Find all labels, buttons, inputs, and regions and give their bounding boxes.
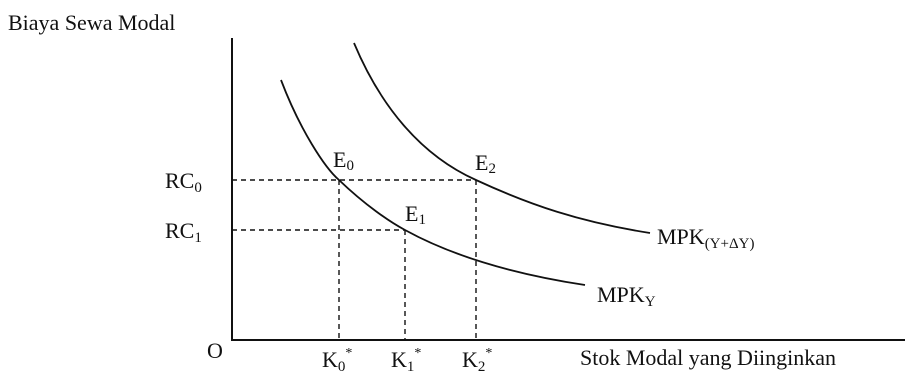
curve-label-mpk-y: MPKY — [597, 282, 656, 310]
y-tick-rc1: RC1 — [165, 218, 202, 246]
y-tick-rc0: RC0 — [165, 168, 202, 196]
y-axis-title: Biaya Sewa Modal — [8, 10, 175, 35]
x-tick-k0: K0* — [322, 346, 352, 375]
point-e2: E2 — [475, 150, 496, 177]
x-tick-k1: K1* — [391, 346, 421, 375]
origin-label: O — [207, 338, 223, 363]
point-e1: E1 — [405, 201, 426, 228]
mpk-y-plus-dy-curve — [353, 42, 651, 234]
curve-label-mpk-y-plus-dy: MPK(Y+ΔY) — [657, 224, 754, 252]
x-axis-title: Stok Modal yang Diinginkan — [580, 345, 836, 370]
x-tick-k2: K2* — [462, 346, 492, 375]
mpk-y-curve — [280, 79, 586, 286]
point-e0: E0 — [333, 147, 354, 174]
